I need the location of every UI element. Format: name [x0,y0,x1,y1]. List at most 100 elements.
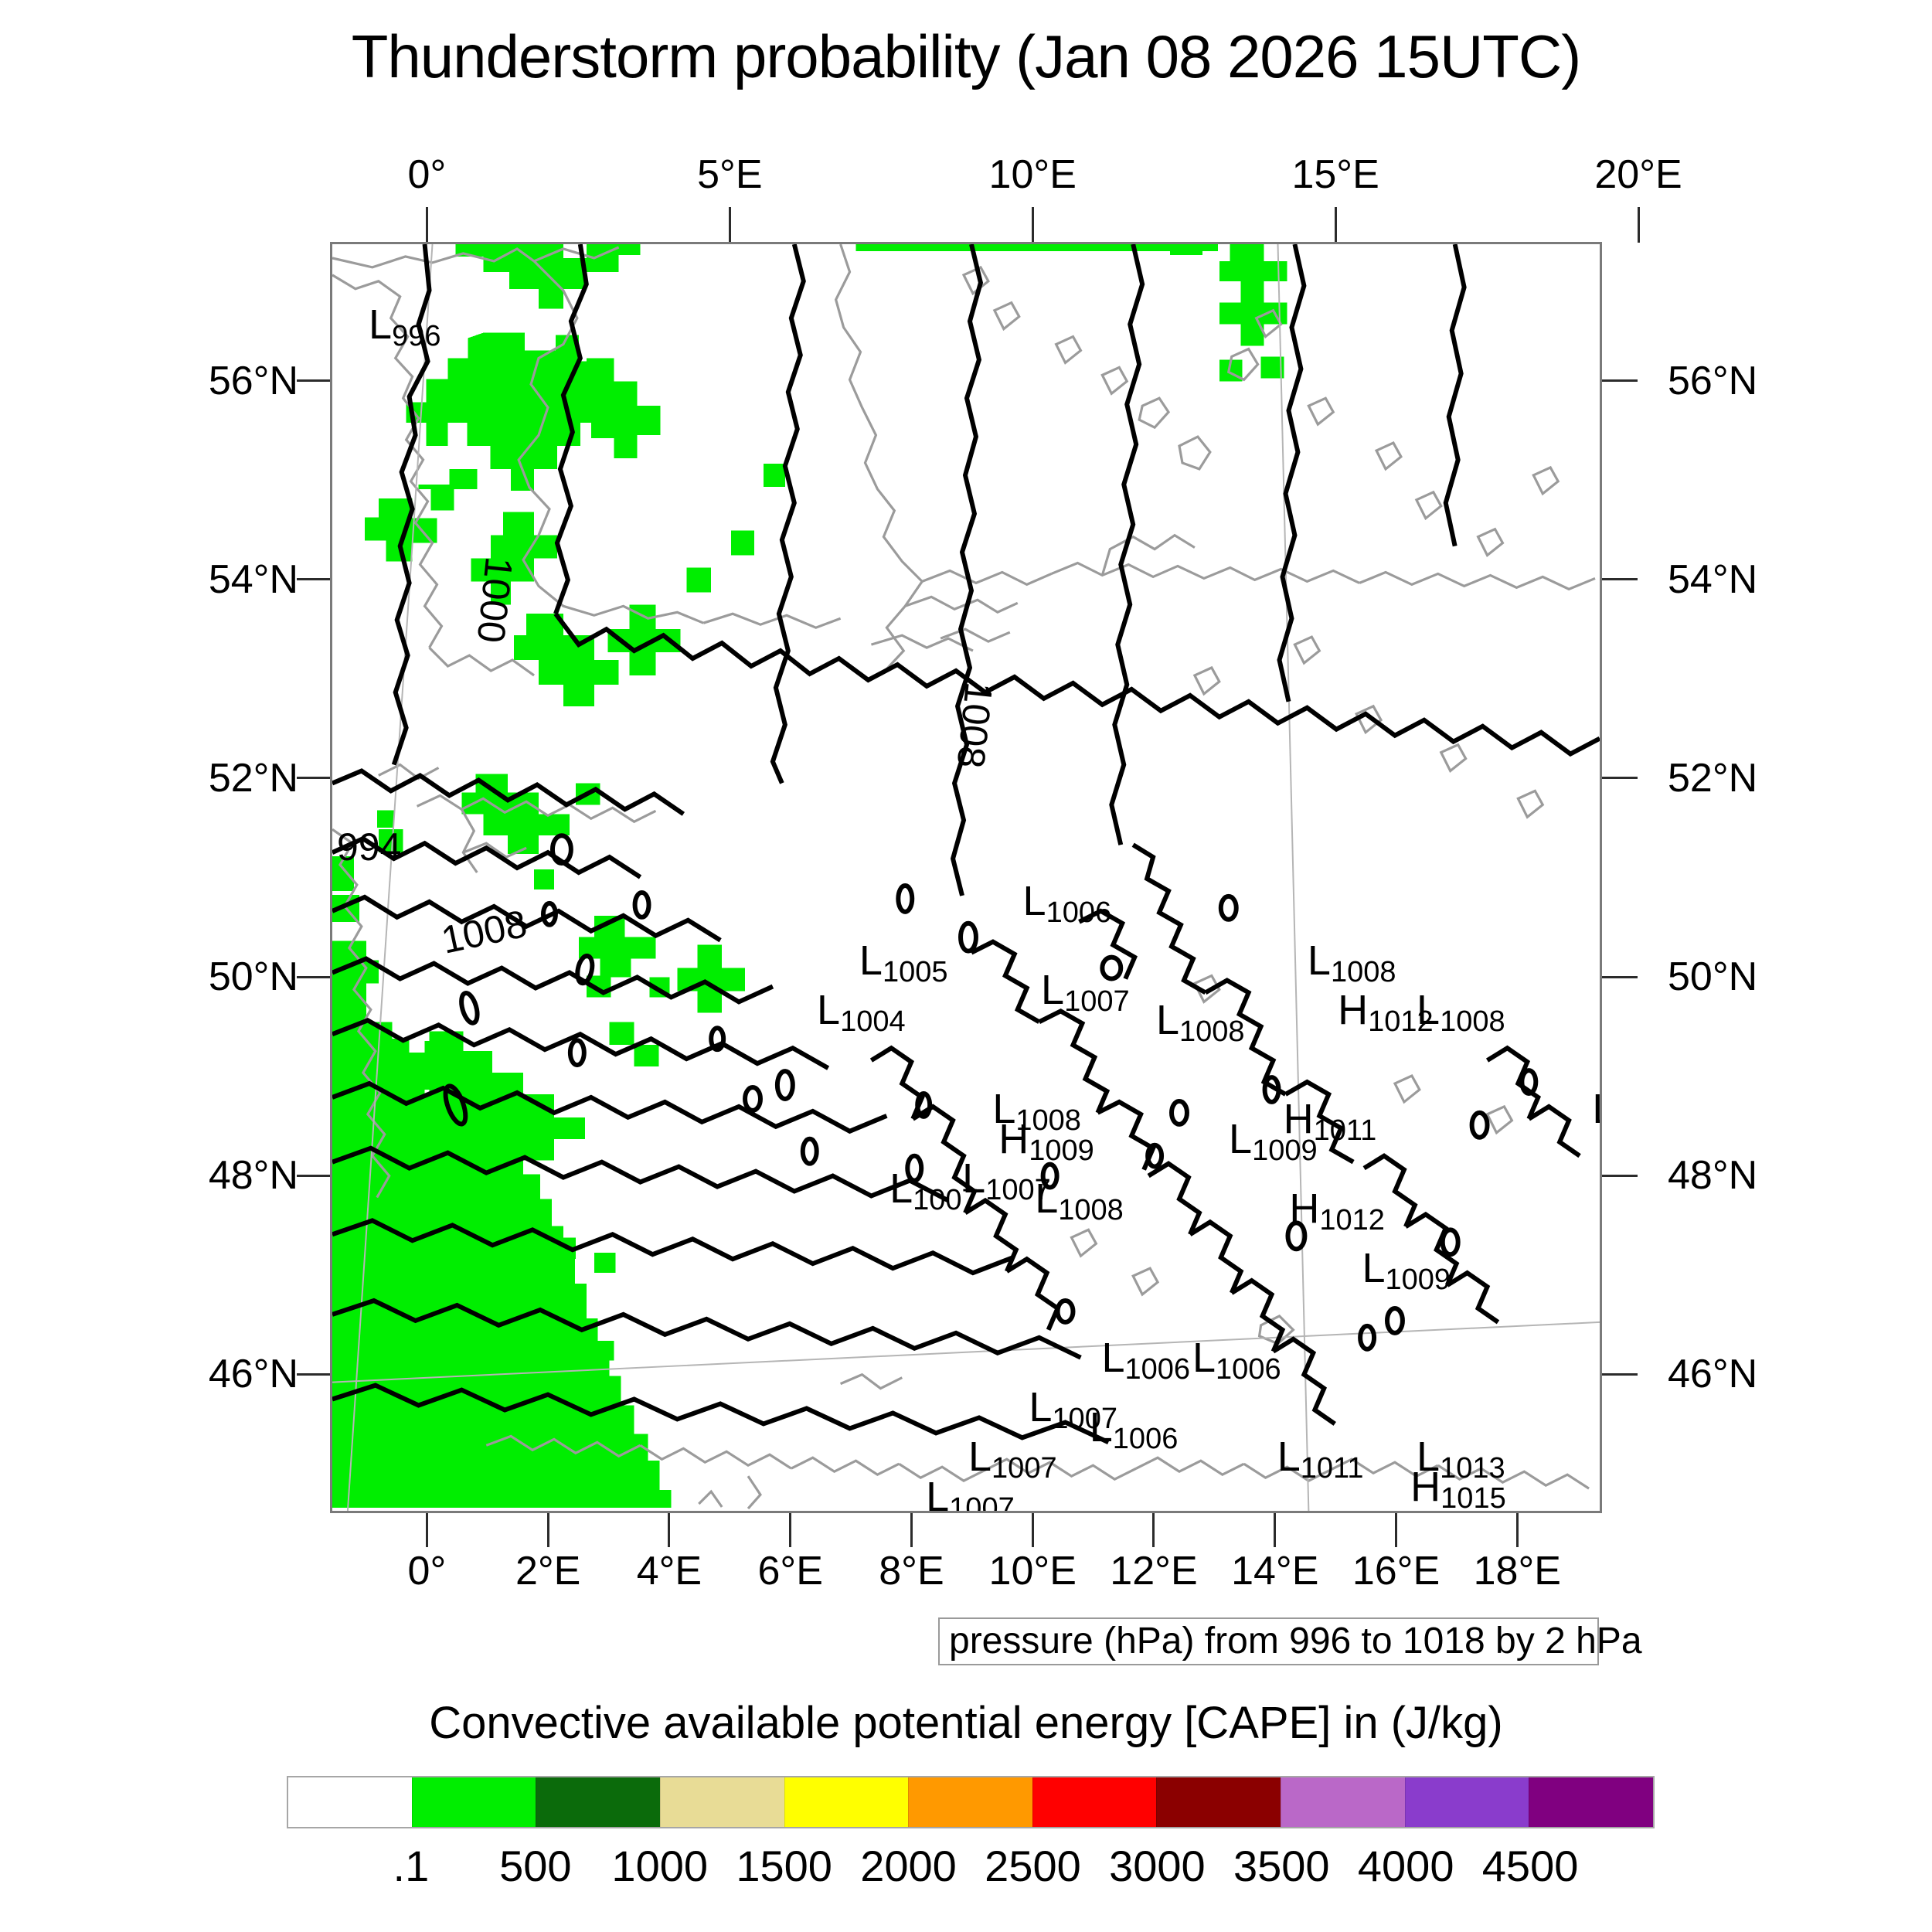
extremum-value: 1007 [1052,1402,1117,1435]
colorbar-band[interactable] [908,1777,1032,1827]
extremum-type-letter: L [1417,1434,1440,1481]
colorbar-band[interactable] [536,1777,660,1827]
extremum-value: 1015 [1440,1481,1506,1513]
bottom-lon-tick-label: 2°E [515,1549,581,1594]
right-lat-tick-mark [1602,1372,1638,1376]
extremum-type-letter: H [1283,1096,1314,1143]
extremum-type-letter: L [889,1165,913,1213]
colorbar-band[interactable] [411,1777,536,1827]
colorbar-band[interactable] [1529,1777,1654,1827]
extremum-type-letter: H [998,1115,1029,1162]
bottom-lon-tick-label: 4°E [636,1549,702,1594]
extremum-type-letter: L [1277,1434,1301,1481]
extremum-type-letter: L [1362,1245,1386,1291]
extremum-value: 1006 [1124,1352,1191,1386]
pressure-extremum-l-marker: L1008 [1155,996,1245,1046]
right-lat-tick-mark [1602,1174,1638,1177]
pressure-extremum-l-marker: L1005 [859,940,948,987]
pressure-extremum-l-marker: L996 [369,301,440,351]
extremum-value: 1009 [1385,1264,1451,1296]
bottom-lon-tick-mark [1274,1513,1277,1547]
extremum-type-letter: L [926,1473,950,1513]
pressure-extremum-l-marker: L1006 [1101,1337,1190,1384]
left-lat-tick-label: 46°N [208,1352,298,1397]
extremum-type-letter: L [1035,1175,1059,1223]
left-lat-tick-label: 50°N [208,954,298,1000]
colorbar-band[interactable] [784,1777,909,1827]
extremum-value: 1007 [949,1492,1015,1513]
pressure-extremum-l-marker: L1008 [1592,1086,1600,1132]
colorbar-title: Convective available potential energy [C… [429,1698,1503,1748]
top-lon-tick-label: 5°E [697,152,763,197]
right-lat-tick-mark [1602,975,1638,978]
pressure-extremum-l-marker: L1007 [926,1473,1015,1513]
colorbar-band[interactable] [288,1777,412,1827]
extremum-type-letter: L [1592,1086,1600,1132]
contour-inline-label-1000: 1000 [468,555,522,645]
bottom-lon-tick-label: 6°E [757,1549,823,1594]
right-lat-tick-label: 50°N [1668,954,1758,1000]
bottom-lon-tick-label: 18°E [1473,1549,1561,1594]
extremum-type-letter: L [1155,996,1180,1043]
extremum-value: 1005 [882,955,948,988]
colorbar-tick-label: 500 [499,1842,572,1890]
extremum-type-letter: L [1089,1403,1113,1451]
colorbar-tick-label: .1 [393,1842,430,1890]
extremum-value: 1009 [1252,1134,1318,1167]
bottom-lon-tick-label: 8°E [879,1549,944,1594]
bottom-lon-tick-mark [546,1513,549,1547]
pressure-extremum-l-marker: L1006 [1192,1334,1281,1384]
bottom-lon-tick-label: 12°E [1110,1549,1198,1594]
top-lon-tick-label: 20°E [1594,152,1682,197]
pressure-contours [332,244,1600,1445]
extremum-value: 1004 [840,1005,906,1038]
extremum-type-letter: H [1338,986,1369,1033]
top-lon-tick-label: 15°E [1291,152,1379,197]
bottom-lon-tick-mark [1152,1513,1155,1547]
extremum-type-letter: L [1192,1334,1216,1381]
colorbar-band[interactable] [1032,1777,1157,1827]
left-lat-tick-mark [297,975,332,978]
colorbar-band[interactable] [1156,1777,1281,1827]
pressure-extremum-l-marker: L1009 [1229,1118,1318,1165]
left-lat-tick-label: 54°N [208,556,298,602]
bottom-lon-tick-mark [1515,1513,1519,1547]
extremum-type-letter: H [1410,1463,1441,1510]
extremum-value: 1007 [913,1184,978,1217]
extremum-type-letter: L [1035,1503,1058,1511]
pressure-extremum-h-marker: H1011 [1283,1096,1377,1145]
bottom-lon-tick-label: 14°E [1231,1549,1319,1594]
cape-colorbar[interactable] [287,1776,1655,1828]
pressure-extremum-l-marker: L1011 [1277,1434,1364,1483]
left-lat-tick-label: 56°N [208,358,298,403]
bottom-lon-tick-mark [668,1513,671,1547]
extremum-type-letter: L [1307,937,1331,984]
extremum-value: 1008 [1440,1005,1505,1038]
colorbar-band[interactable] [1404,1777,1529,1827]
pressure-extremum-l-marker: L1007 [1029,1386,1117,1434]
extremum-type-letter: L [968,1434,992,1481]
left-lat-tick-mark [297,1174,332,1177]
extremum-value: 1006 [1216,1352,1281,1386]
extremum-type-letter: L [369,301,393,349]
extremum-value: 1012 [1319,1203,1385,1236]
left-lat-tick-label: 52°N [208,755,298,801]
colorbar-tick-label: 3000 [1109,1842,1206,1890]
pressure-extremum-h-marker: H1009 [998,1115,1094,1165]
extremum-value: 1012 [1368,1005,1434,1038]
extremum-value: 1013 [1440,1452,1505,1485]
extremum-value: 1008 [1015,1104,1081,1138]
pressure-range-caption: pressure (hPa) from 996 to 1018 by 2 hPa [938,1617,1642,1665]
pressure-extremum-l-marker: L1006 [1023,880,1112,927]
colorbar-band[interactable] [1281,1777,1405,1827]
bottom-lon-tick-label: 16°E [1352,1549,1440,1594]
right-lat-tick-label: 54°N [1668,556,1758,602]
pressure-extremum-h-marker: H1015 [1284,1505,1379,1511]
top-lon-tick-label: 0° [407,152,447,197]
pressure-extremum-l-marker: L1008 [992,1088,1081,1135]
right-lat-tick-label: 56°N [1668,358,1758,403]
map-plot-area[interactable]: 1000 1008 1008 994 L996 L1004 L1005 L1006 L1… [330,242,1602,1513]
colorbar-band[interactable] [659,1777,784,1827]
colorbar-tick-label: 3500 [1233,1842,1330,1890]
